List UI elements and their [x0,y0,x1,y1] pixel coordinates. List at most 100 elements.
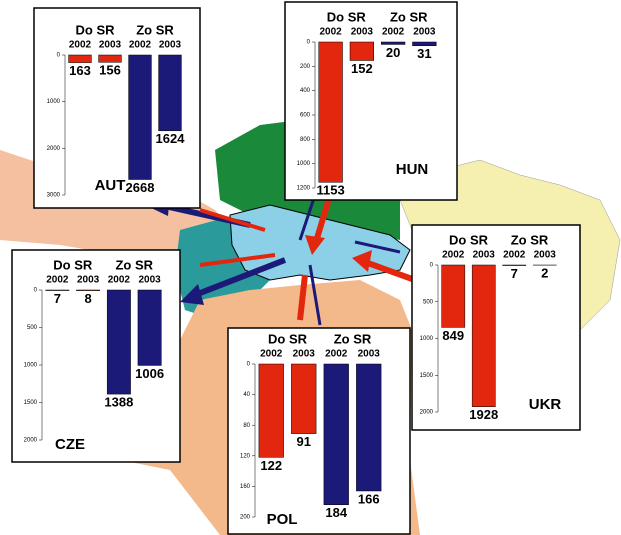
bar [128,54,152,180]
value-label: 1624 [156,131,186,146]
bar [318,41,343,183]
value-label: 8 [85,291,92,306]
value-label: 31 [417,46,431,61]
value-label: 7 [511,266,518,281]
value-label: 2 [541,266,548,281]
y-tick-label: 200 [300,64,311,70]
y-tick-label: 1200 [297,186,311,192]
y-tick-label: 500 [27,325,38,331]
value-label: 849 [442,328,464,343]
bar [98,54,122,63]
inset-box [411,224,581,431]
x-tick-label: 2003 [139,275,162,286]
y-tick-label: 2000 [420,410,434,416]
y-tick-label: 40 [243,392,250,398]
x-tick-label: 2003 [534,250,557,261]
y-tick-label: 1500 [420,373,434,379]
x-tick-label: 2002 [503,250,526,261]
group-label: Do SR [327,9,367,24]
y-tick-label: 1000 [47,99,61,105]
value-label: 152 [351,61,373,76]
y-tick-label: 0 [34,288,38,294]
bar [106,289,131,395]
bar [349,41,374,61]
value-label: 7 [54,291,61,306]
x-tick-label: 2002 [69,40,92,51]
x-tick-label: 2002 [108,275,131,286]
value-label: 184 [325,505,347,520]
bar [137,289,162,366]
y-tick-label: 0 [430,263,434,269]
bar [158,54,182,132]
y-tick-label: 0 [307,40,311,46]
group-label: Zo SR [115,257,153,272]
bar [45,289,70,291]
x-tick-label: 2003 [358,349,381,360]
x-tick-label: 2003 [99,40,122,51]
y-tick-label: 400 [300,88,311,94]
inset-title: CZE [55,436,85,453]
value-label: 91 [297,434,311,449]
y-tick-label: 500 [423,299,434,305]
y-tick-label: 80 [243,423,250,429]
inset-title: UKR [529,396,562,413]
group-label: Do SR [76,22,116,37]
bar [441,264,466,328]
x-tick-label: 2002 [325,349,348,360]
bar [68,54,92,63]
bar [76,289,101,291]
y-tick-label: 2000 [24,438,38,444]
y-tick-label: 1500 [24,400,38,406]
x-tick-label: 2002 [382,27,405,38]
value-label: 1388 [104,395,133,410]
inset-box [33,7,201,209]
value-label: 2668 [126,180,155,195]
value-label: 20 [386,45,400,60]
y-tick-label: 160 [240,484,251,490]
group-label: Zo SR [511,232,549,247]
bar [323,363,349,506]
value-label: 1006 [135,366,164,381]
x-tick-label: 2003 [413,27,436,38]
bar [258,363,284,458]
x-tick-label: 2003 [473,250,496,261]
bar [471,264,496,407]
inset-title: HUN [396,161,429,178]
y-tick-label: 2000 [47,146,61,152]
bar [356,363,382,492]
inset-box [284,1,458,201]
value-label: 122 [260,458,282,473]
x-tick-label: 2003 [77,275,100,286]
x-tick-label: 2003 [293,349,316,360]
x-tick-label: 2003 [351,27,374,38]
inset-title: POL [267,511,298,528]
x-tick-label: 2002 [320,27,343,38]
bar [291,363,317,434]
value-label: 156 [99,63,121,78]
x-tick-label: 2002 [260,349,283,360]
y-tick-label: 0 [57,53,61,59]
group-label: Do SR [268,331,308,346]
y-tick-label: 120 [240,453,251,459]
y-tick-label: 1000 [420,336,434,342]
y-tick-label: 3000 [47,193,61,199]
y-tick-label: 1000 [24,363,38,369]
inset-title: AUT [95,177,126,194]
value-label: 166 [358,491,380,506]
x-tick-label: 2002 [129,40,152,51]
y-tick-label: 200 [240,515,251,521]
x-tick-label: 2002 [46,275,69,286]
value-label: 163 [69,63,91,78]
x-tick-label: 2002 [442,250,465,261]
y-tick-label: 1000 [297,161,311,167]
bar [412,41,437,47]
y-tick-label: 800 [300,137,311,143]
group-label: Do SR [53,257,93,272]
y-tick-label: 0 [247,362,251,368]
group-label: Zo SR [136,22,174,37]
x-tick-label: 2003 [159,40,182,51]
bar [502,264,527,266]
group-label: Zo SR [334,331,372,346]
bar [381,41,406,45]
value-label: 1928 [469,407,498,422]
